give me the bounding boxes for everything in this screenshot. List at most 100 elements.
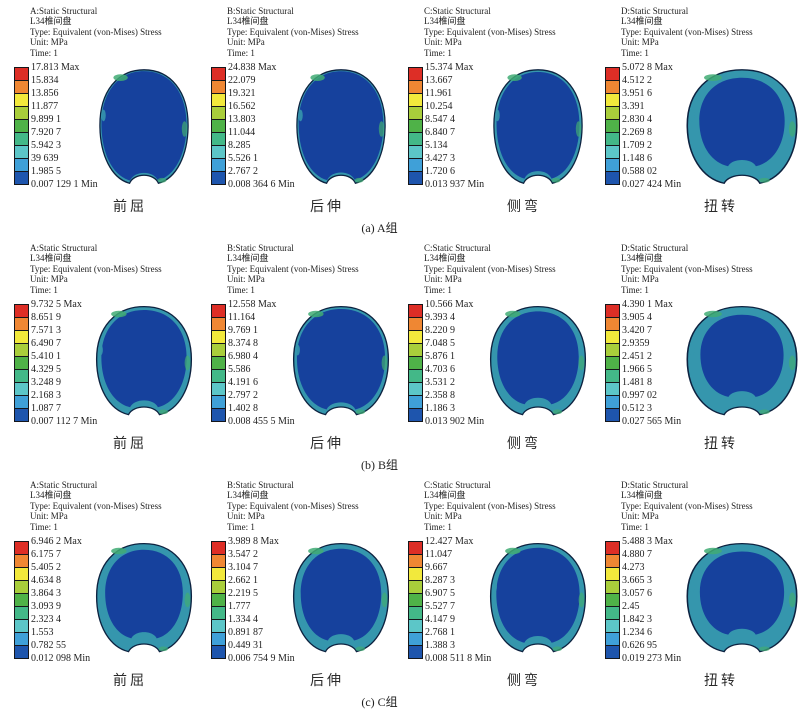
panel-title: D:Static Structural xyxy=(621,243,689,254)
legend-tick: 3.864 3 xyxy=(31,588,61,600)
stress-fleck xyxy=(578,592,584,608)
legend-color-cell xyxy=(606,81,619,95)
legend-tick: 0.891 87 xyxy=(228,627,263,639)
color-legend: 5.488 3 Max 4.880 7 4.273 3.665 3 3.057 6 2.4… xyxy=(605,535,681,667)
legend-tick: 7.920 7 xyxy=(31,127,61,139)
legend-tick: 12.427 Max xyxy=(425,536,474,548)
legend-color-cell xyxy=(212,107,225,121)
part-label: L34椎间盘 xyxy=(424,490,466,501)
legend-color-cell xyxy=(606,133,619,147)
group-a: A:Static Structural L34椎间盘 Type: Equivalen… xyxy=(6,6,805,236)
group-a-panel-row: A:Static Structural L34椎间盘 Type: Equivalen… xyxy=(6,6,805,216)
legend-tick: 8.287 3 xyxy=(425,575,455,587)
legend-color-cell xyxy=(606,146,619,160)
stress-fleck xyxy=(506,74,522,82)
stress-fleck xyxy=(100,109,106,122)
stress-fleck xyxy=(788,121,796,137)
group-c-panel-row: A:Static Structural L34椎间盘 Type: Equivalen… xyxy=(6,480,805,690)
time-label: Time: 1 xyxy=(227,47,255,58)
legend-color-cell xyxy=(409,146,422,160)
legend-tick: 0.027 424 Min xyxy=(622,179,682,191)
legend-tick: 1.966 5 xyxy=(622,364,652,376)
stress-fleck xyxy=(788,355,796,371)
legend-tick: 11.961 xyxy=(425,88,453,100)
legend-tick: 10.566 Max xyxy=(425,299,474,311)
disc-contour xyxy=(84,535,203,667)
legend-color-cell xyxy=(212,146,225,160)
legend-color-cell xyxy=(606,542,619,556)
result-type-label: Type: Equivalent (von-Mises) Stress xyxy=(30,263,162,274)
legend-colorbar xyxy=(605,67,620,186)
legend-tick: 2.45 xyxy=(622,601,640,613)
legend-color-cell xyxy=(409,357,422,371)
panel-body: 15.374 Max 13.667 11.961 10.254 8.547 4 6.840… xyxy=(400,61,597,193)
legend-color-cell xyxy=(606,409,619,422)
legend-color-cell xyxy=(606,383,619,397)
legend-color-cell xyxy=(212,120,225,134)
stress-fleck xyxy=(504,547,521,555)
time-label: Time: 1 xyxy=(30,47,58,58)
legend-tick: 2.830 4 xyxy=(622,114,652,126)
legend-color-cell xyxy=(15,646,28,659)
panel-header: D:Static Structural L34椎间盘 Type: Equivalen… xyxy=(621,6,794,58)
legend-tick: 4.512 2 xyxy=(622,75,652,87)
legend-tick: 12.558 Max xyxy=(228,299,277,311)
panel-header: D:Static Structural L34椎间盘 Type: Equivalen… xyxy=(621,243,794,295)
legend-tick: 6.840 7 xyxy=(425,127,455,139)
legend-color-cell xyxy=(15,396,28,410)
legend-tick: 13.856 xyxy=(31,88,59,100)
panel-body: 17.813 Max 15.834 13.856 11.877 9.899 1 7.920… xyxy=(6,61,203,193)
legend-tick: 0.008 364 6 Min xyxy=(228,179,295,191)
stress-fleck xyxy=(294,344,300,356)
panel-body: 24.838 Max 22.079 19.321 16.562 13.803 11.044… xyxy=(203,61,400,193)
color-legend: 10.566 Max 9.393 4 8.220 9 7.048 5 5.876 1 4.… xyxy=(408,298,484,430)
legend-tick: 0.027 565 Min xyxy=(622,416,682,428)
disc-core xyxy=(495,547,580,643)
stress-fleck xyxy=(491,344,497,356)
panel-header: C:Static Structural L34椎间盘 Type: Equivalen… xyxy=(424,243,597,295)
legend-color-cell xyxy=(15,133,28,147)
legend-tick: 0.588 02 xyxy=(622,166,657,178)
legend-tick: 16.562 xyxy=(228,101,256,113)
legend-tick: 1.234 6 xyxy=(622,627,652,639)
legend-color-cell xyxy=(409,633,422,647)
legend-tick: 0.006 754 9 Min xyxy=(228,653,295,665)
legend-tick: 5.134 xyxy=(425,140,448,152)
legend-tick: 3.093 9 xyxy=(31,601,61,613)
legend-tick: 4.147 9 xyxy=(425,614,455,626)
panel-header: B:Static Structural L34椎间盘 Type: Equivalen… xyxy=(227,480,400,532)
legend-tick: 3.905 4 xyxy=(622,312,652,324)
legend-tick: 2.451 2 xyxy=(622,351,652,363)
legend-tick: 11.164 xyxy=(228,312,256,324)
panel-title: B:Static Structural xyxy=(227,6,294,16)
stress-fleck xyxy=(297,109,303,122)
load-case-label: 扭转 xyxy=(704,200,738,216)
time-label: Time: 1 xyxy=(621,521,649,532)
unit-label: Unit: MPa xyxy=(227,37,265,48)
legend-colorbar xyxy=(14,541,29,660)
legend-tick: 3.104 7 xyxy=(228,562,258,574)
legend-tick: 0.019 273 Min xyxy=(622,653,682,665)
legend-tick: 2.767 2 xyxy=(228,166,258,178)
panel-title: D:Static Structural xyxy=(621,480,689,491)
disc-core xyxy=(699,77,785,167)
group-caption-b: (b) B组 xyxy=(361,458,398,473)
disc-contour xyxy=(281,61,400,193)
group-caption-c: (c) C组 xyxy=(361,695,398,710)
legend-tick: 1.777 xyxy=(228,601,251,613)
legend-tick: 11.047 xyxy=(425,549,453,561)
disc-contour xyxy=(281,298,400,430)
disc-contour xyxy=(478,535,597,667)
legend-tick: 4.634 8 xyxy=(31,575,61,587)
legend-tick: 0.512 3 xyxy=(622,403,652,415)
stress-fleck xyxy=(688,581,695,593)
legend-color-cell xyxy=(409,94,422,108)
stress-fleck xyxy=(307,310,324,318)
unit-label: Unit: MPa xyxy=(227,511,265,522)
disc-contour xyxy=(675,535,805,667)
stress-panel: D:Static Structural L34椎间盘 Type: Equivalen… xyxy=(597,243,798,453)
legend-tick: 0.007 129 1 Min xyxy=(31,179,98,191)
